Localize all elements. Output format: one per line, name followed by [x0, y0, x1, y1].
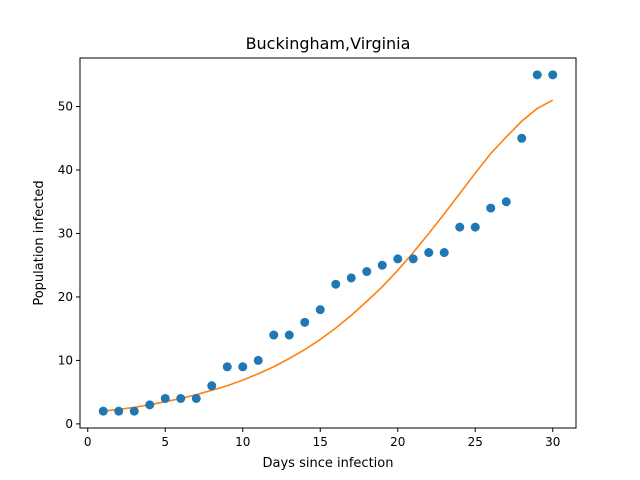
- data-point: [222, 362, 232, 372]
- y-axis-label: Population infected: [32, 180, 47, 305]
- data-point: [455, 222, 465, 232]
- data-point: [331, 279, 341, 289]
- data-point: [114, 406, 124, 416]
- data-point: [207, 381, 217, 391]
- data-point: [145, 400, 155, 410]
- x-tick-label: 15: [313, 435, 328, 449]
- data-point: [548, 70, 558, 80]
- points-layer: [98, 70, 558, 416]
- x-tick-label: 5: [161, 435, 169, 449]
- y-tick-label: 20: [58, 290, 73, 304]
- data-point: [98, 406, 108, 416]
- data-point: [501, 197, 511, 207]
- chart-title: Buckingham,Virginia: [246, 34, 411, 53]
- data-point: [439, 248, 449, 258]
- ticks-layer: 0 5 10 15 20 25 30 0 10 20 30 40 50: [58, 100, 561, 449]
- data-point: [393, 254, 403, 264]
- data-point: [424, 248, 434, 258]
- data-point: [191, 393, 201, 403]
- data-point: [532, 70, 542, 80]
- data-point: [253, 355, 263, 365]
- data-point: [346, 273, 356, 283]
- data-point: [160, 393, 170, 403]
- data-point: [238, 362, 248, 372]
- y-tick-label: 50: [58, 100, 73, 114]
- y-tick-label: 30: [58, 226, 73, 240]
- x-axis-label: Days since infection: [263, 456, 394, 471]
- x-tick-label: 25: [468, 435, 483, 449]
- data-point: [362, 267, 372, 277]
- y-tick-label: 40: [58, 163, 73, 177]
- data-point: [129, 406, 139, 416]
- data-point: [377, 260, 387, 270]
- data-point: [486, 203, 496, 213]
- data-point: [470, 222, 480, 232]
- x-tick-label: 20: [390, 435, 405, 449]
- data-point: [408, 254, 418, 264]
- x-tick-label: 10: [235, 435, 250, 449]
- data-point: [517, 133, 527, 143]
- data-point: [300, 317, 310, 327]
- data-point: [176, 393, 186, 403]
- y-tick-label: 0: [65, 417, 73, 431]
- data-point: [284, 330, 294, 340]
- plot-frame: [79, 57, 577, 429]
- data-point: [315, 305, 325, 315]
- x-tick-label: 30: [545, 435, 560, 449]
- y-tick-label: 10: [58, 353, 73, 367]
- data-point: [269, 330, 279, 340]
- x-tick-label: 0: [84, 435, 92, 449]
